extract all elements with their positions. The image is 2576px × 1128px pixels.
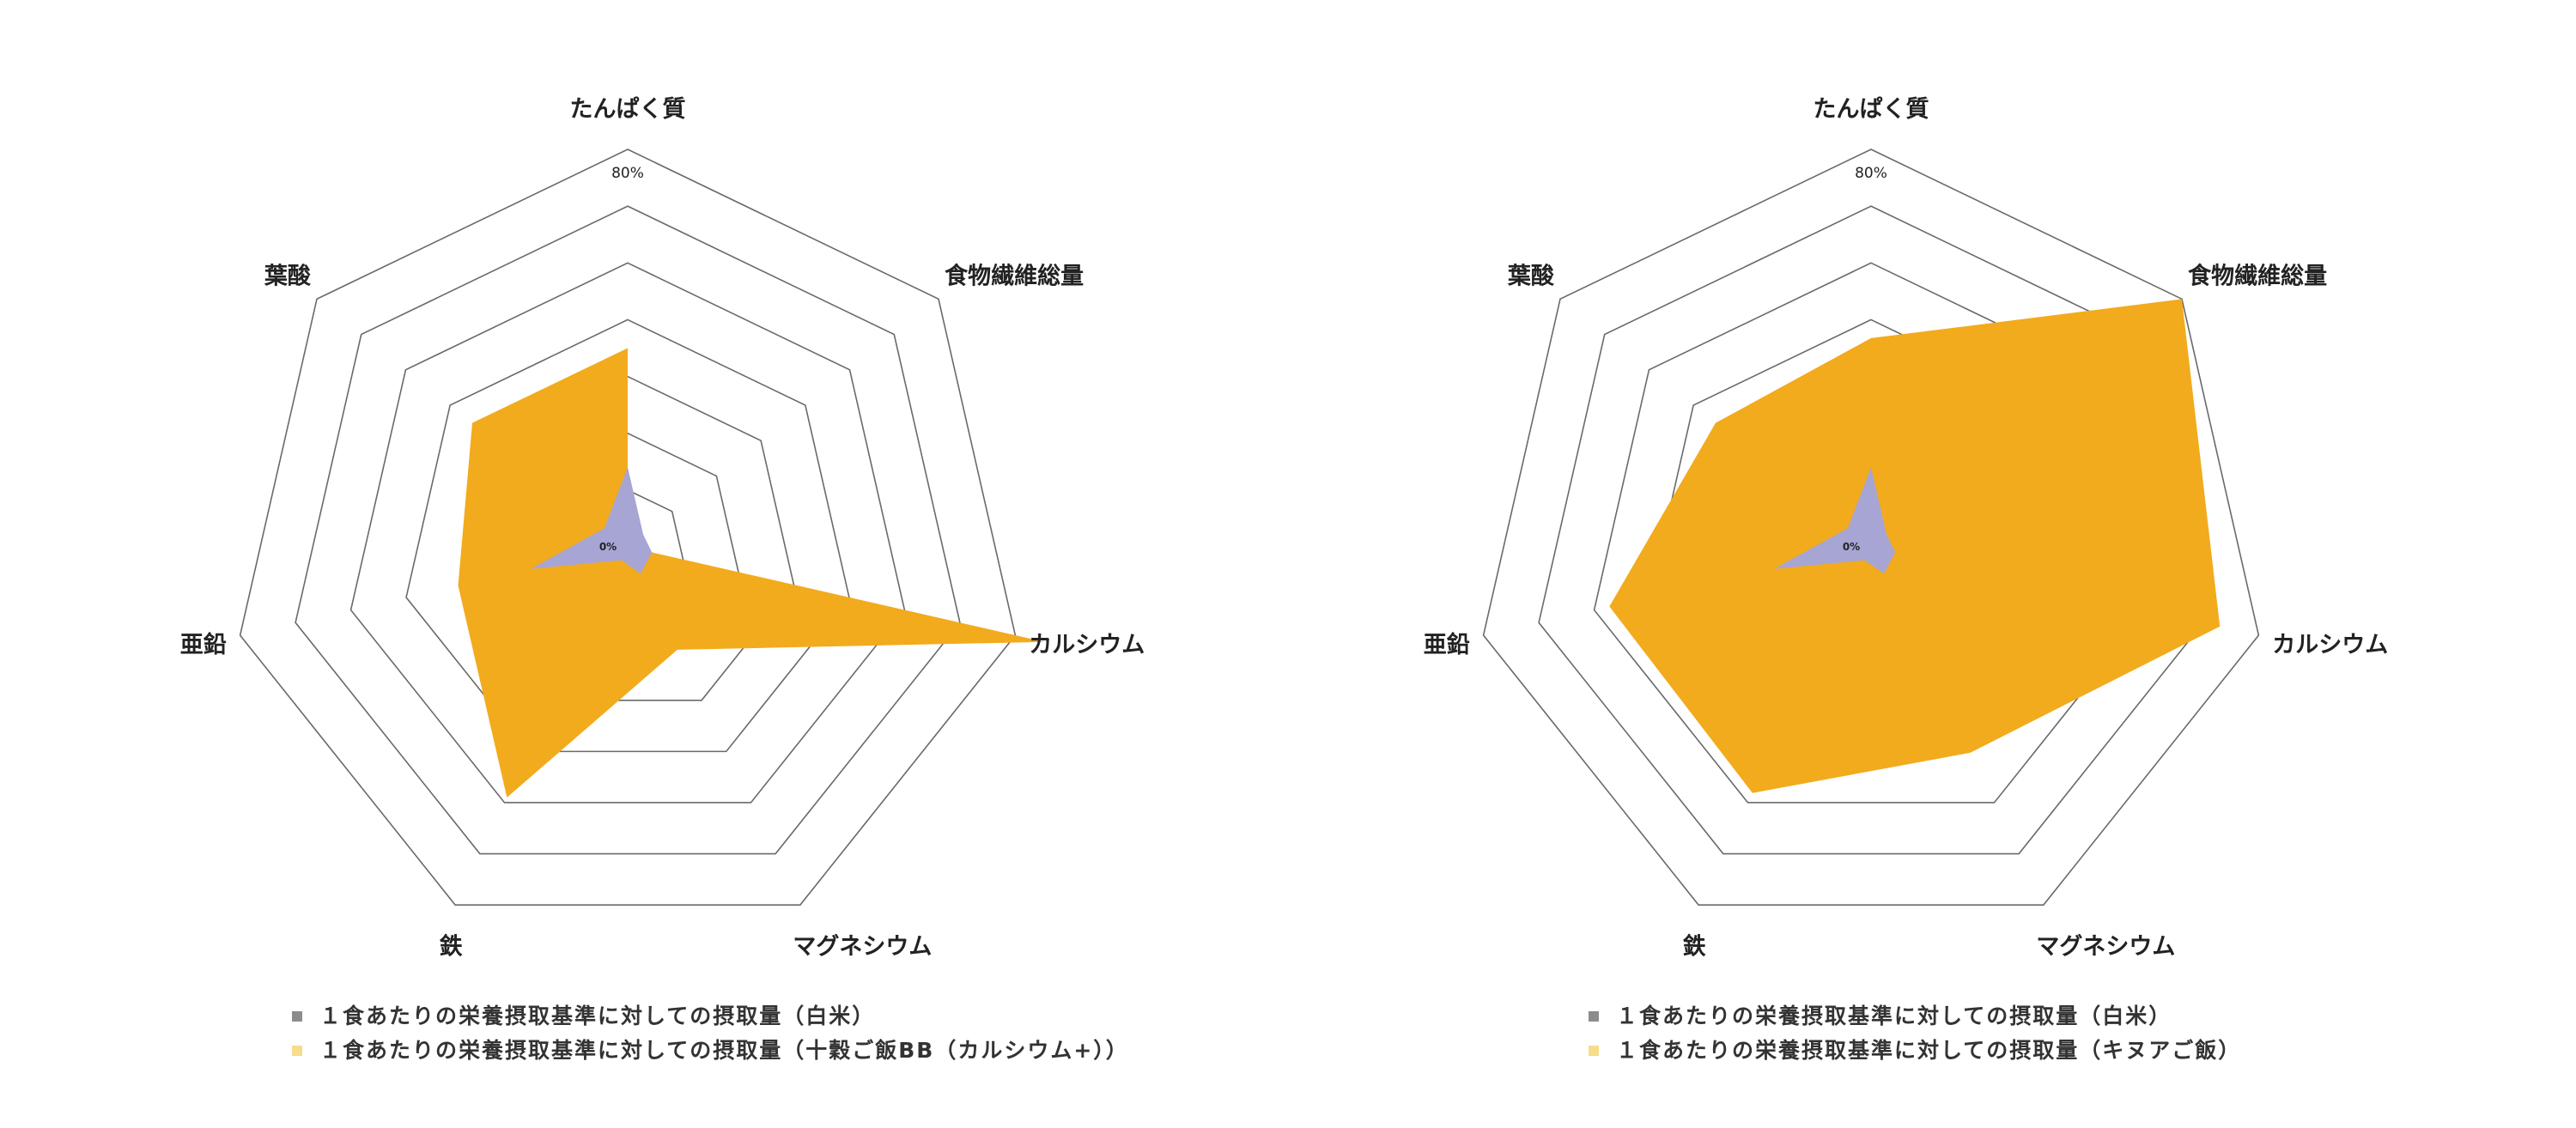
axis-label: マグネシウム	[2036, 933, 2175, 961]
axis-label: カルシウム	[2272, 632, 2388, 658]
axis-label: 葉酸	[1507, 263, 1555, 289]
legend-swatch	[292, 1046, 302, 1056]
legend-item: １食あたりの栄養摂取基準に対しての摂取量（白米）	[292, 999, 1129, 1034]
axis-label: カルシウム	[1029, 632, 1145, 658]
legend-swatch	[292, 1011, 302, 1022]
legend-item: １食あたりの栄養摂取基準に対しての摂取量（白米）	[1589, 999, 2241, 1034]
legend-item: １食あたりの栄養摂取基準に対しての摂取量（十穀ご飯BB（カルシウム+））	[292, 1034, 1129, 1068]
radar-series-area-2	[531, 467, 653, 574]
axis-label: たんぱく質	[570, 96, 686, 123]
legend-label: １食あたりの栄養摂取基準に対しての摂取量（十穀ご飯BB（カルシウム+））	[319, 1038, 1129, 1063]
legend-label: １食あたりの栄養摂取基準に対しての摂取量（白米）	[1616, 1004, 2172, 1028]
tick-label-max: 80%	[1855, 165, 1887, 182]
radar-series-area-1	[1609, 299, 2221, 793]
radar-grid-ring	[295, 205, 961, 855]
legend-swatch	[1589, 1046, 1599, 1056]
axis-label: 食物繊維総量	[945, 262, 1084, 289]
radar-grid-ring	[1482, 149, 2260, 906]
tick-label-max: 80%	[611, 165, 644, 182]
axis-label: マグネシウム	[793, 933, 932, 961]
axis-label: 食物繊維総量	[2188, 262, 2327, 289]
radar-grid-ring	[349, 262, 906, 804]
axis-label: 亜鉛	[180, 631, 227, 658]
legend-left: １食あたりの栄養摂取基準に対しての摂取量（白米） １食あたりの栄養摂取基準に対し…	[292, 999, 1129, 1068]
axis-label: 鉄	[1683, 933, 1706, 961]
axis-label: 鉄	[440, 933, 463, 961]
legend-right: １食あたりの栄養摂取基準に対しての摂取量（白米） １食あたりの栄養摂取基準に対し…	[1589, 999, 2241, 1068]
radar-grid-ring	[239, 149, 1017, 906]
legend-label: １食あたりの栄養摂取基準に対しての摂取量（白米）	[319, 1004, 876, 1028]
radar-series-area-1	[458, 348, 1045, 798]
radar-grid-ring	[405, 318, 850, 753]
radar-series-area-2	[1774, 467, 1896, 574]
legend-label: １食あたりの栄養摂取基準に対しての摂取量（キヌアご飯）	[1616, 1038, 2242, 1063]
axis-label: たんぱく質	[1814, 96, 1929, 123]
axis-label: 亜鉛	[1424, 631, 1470, 658]
tick-label-min: 0%	[1843, 541, 1860, 553]
tick-label-min: 0%	[599, 541, 617, 553]
legend-swatch	[1589, 1011, 1599, 1022]
legend-item: １食あたりの栄養摂取基準に対しての摂取量（キヌアご飯）	[1589, 1034, 2241, 1068]
axis-label: 葉酸	[264, 263, 312, 289]
